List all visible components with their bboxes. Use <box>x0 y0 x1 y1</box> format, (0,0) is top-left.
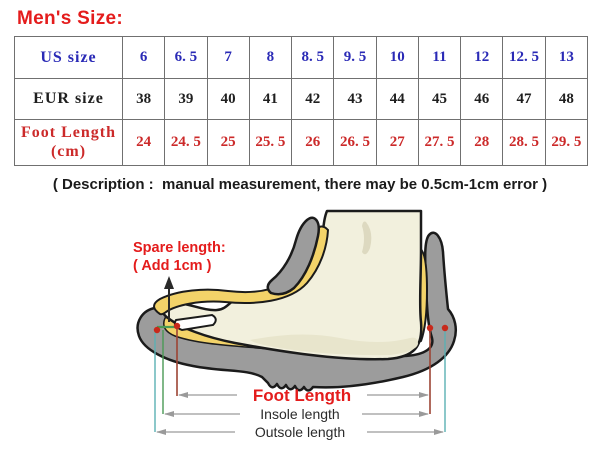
measurement-dot <box>153 326 161 334</box>
eur-size-cell: 38 <box>121 78 166 120</box>
us-size-cell: 7 <box>206 36 250 79</box>
outsole-length-label: Outsole length <box>255 424 345 440</box>
us-size-cell: 13 <box>544 36 589 79</box>
dimension-arrowhead <box>178 392 188 398</box>
foot-length-cell: 26 <box>291 119 335 166</box>
foot-length-cell: 24. 5 <box>164 119 208 166</box>
foot-sole-shading <box>250 334 418 356</box>
eur-size-cell: 48 <box>544 78 589 120</box>
size-table: US size 6 6. 5 7 8 8. 5 9. 5 10 11 12 12… <box>14 36 589 166</box>
eur-size-cell: 41 <box>248 78 293 120</box>
spare-length-label-line1: Spare length: <box>133 240 226 256</box>
eur-size-cell: 47 <box>502 78 546 120</box>
us-size-cell: 9. 5 <box>333 36 377 79</box>
foot-length-cell: 28. 5 <box>502 119 546 166</box>
foot-length-cell: 25 <box>206 119 250 166</box>
measurement-dot <box>426 324 434 332</box>
foot-length-cell: 25. 5 <box>248 119 293 166</box>
foot-length-cell: 26. 5 <box>333 119 377 166</box>
us-size-cell: 8. 5 <box>291 36 335 79</box>
foot-length-cell: 29. 5 <box>544 119 589 166</box>
dimension-arrowhead <box>164 411 174 417</box>
us-size-cell: 8 <box>248 36 293 79</box>
eur-size-cell: 44 <box>375 78 419 120</box>
spare-length-label-line2: ( Add 1cm ) <box>133 258 212 274</box>
foot-measurement-diagram: Spare length: ( Add 1cm ) Foot Length In… <box>133 209 457 440</box>
row-label-eur: EUR size <box>14 78 123 120</box>
row-label-foot-length-unit: (cm) <box>50 142 87 160</box>
row-label-foot-length: Foot Length (cm) <box>14 119 123 166</box>
foot-length-cell: 27 <box>375 119 419 166</box>
dimension-arrowhead <box>419 392 429 398</box>
table-row-foot-length: Foot Length (cm) 24 24. 5 25 25. 5 26 26… <box>14 119 589 166</box>
row-label-foot-length-main: Foot Length <box>21 124 116 142</box>
eur-size-cell: 45 <box>417 78 462 120</box>
spare-length-arrowhead <box>164 276 174 289</box>
us-size-cell: 12. 5 <box>502 36 546 79</box>
dimension-arrowhead <box>419 411 429 417</box>
eur-size-cell: 46 <box>460 78 504 120</box>
eur-size-cell: 40 <box>206 78 250 120</box>
us-size-cell: 6. 5 <box>164 36 208 79</box>
foot-length-cell: 24 <box>121 119 166 166</box>
eur-size-cell: 39 <box>164 78 208 120</box>
foot-length-cell: 28 <box>460 119 504 166</box>
page-title: Men's Size: <box>17 8 124 29</box>
dimension-arrowhead <box>434 429 444 435</box>
foot-length-cell: 27. 5 <box>417 119 462 166</box>
shoe-tongue-shape <box>266 216 321 296</box>
table-row-us-size: US size 6 6. 5 7 8 8. 5 9. 5 10 11 12 12… <box>14 36 589 79</box>
eur-size-cell: 43 <box>333 78 377 120</box>
leg-shading <box>362 221 372 255</box>
us-size-cell: 10 <box>375 36 419 79</box>
us-size-cell: 6 <box>121 36 166 79</box>
eur-size-cell: 42 <box>291 78 335 120</box>
row-label-us: US size <box>14 36 123 79</box>
dimension-arrowhead <box>156 429 166 435</box>
foot-length-label: Foot Length <box>253 386 351 405</box>
measurement-dot <box>173 322 181 330</box>
description-note: ( Description : manual measurement, ther… <box>52 176 548 193</box>
insole-length-label: Insole length <box>260 406 339 422</box>
table-row-eur-size: EUR size 38 39 40 41 42 43 44 45 46 47 4… <box>14 78 589 120</box>
us-size-cell: 11 <box>417 36 462 79</box>
us-size-cell: 12 <box>460 36 504 79</box>
measurement-dot <box>441 324 449 332</box>
